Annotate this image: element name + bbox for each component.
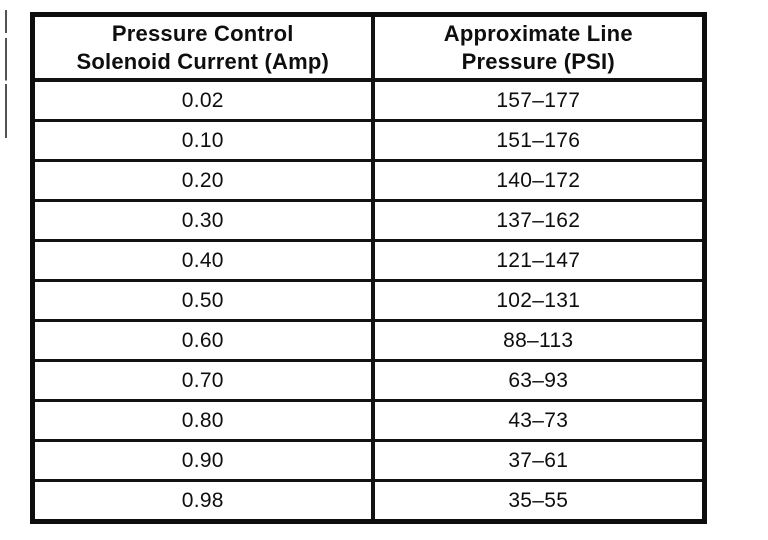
cell-solenoid-current: 0.10 — [30, 119, 375, 162]
cell-solenoid-current: 0.30 — [30, 199, 375, 242]
cell-solenoid-current: 0.02 — [30, 78, 375, 122]
cell-solenoid-current: 0.90 — [30, 439, 375, 482]
table-row: 0.30 137–162 — [30, 199, 706, 242]
table-row: 0.50 102–131 — [30, 279, 706, 322]
table-row: 0.40 121–147 — [30, 239, 706, 282]
cell-line-pressure: 137–162 — [371, 199, 706, 242]
column-header-line-pressure: Approximate Line Pressure (PSI) — [371, 13, 706, 82]
cell-line-pressure: 121–147 — [371, 239, 706, 282]
table-row: 0.60 88–113 — [30, 319, 706, 362]
column-header-solenoid-current: Pressure Control Solenoid Current (Amp) — [30, 13, 375, 82]
cell-line-pressure: 157–177 — [371, 78, 706, 122]
cell-line-pressure: 35–55 — [371, 479, 706, 523]
cell-solenoid-current: 0.70 — [30, 359, 375, 402]
table-row: 0.10 151–176 — [30, 119, 706, 162]
cell-line-pressure: 88–113 — [371, 319, 706, 362]
cell-line-pressure: 63–93 — [371, 359, 706, 402]
cell-solenoid-current: 0.20 — [30, 159, 375, 202]
table-row: 0.80 43–73 — [30, 399, 706, 442]
table-header-row: Pressure Control Solenoid Current (Amp) … — [30, 13, 706, 82]
table-row: 0.90 37–61 — [30, 439, 706, 482]
scan-artifact-line — [5, 10, 7, 138]
pressure-table: Pressure Control Solenoid Current (Amp) … — [30, 12, 707, 524]
table-row: 0.70 63–93 — [30, 359, 706, 402]
cell-line-pressure: 43–73 — [371, 399, 706, 442]
cell-line-pressure: 140–172 — [371, 159, 706, 202]
cell-solenoid-current: 0.60 — [30, 319, 375, 362]
cell-solenoid-current: 0.40 — [30, 239, 375, 282]
table-body: 0.02 157–177 0.10 151–176 0.20 140–172 0.30 137… — [30, 78, 706, 523]
cell-line-pressure: 37–61 — [371, 439, 706, 482]
cell-solenoid-current: 0.80 — [30, 399, 375, 442]
table-row: 0.02 157–177 — [30, 78, 706, 122]
cell-line-pressure: 102–131 — [371, 279, 706, 322]
cell-solenoid-current: 0.50 — [30, 279, 375, 322]
table-row: 0.98 35–55 — [30, 479, 706, 523]
cell-line-pressure: 151–176 — [371, 119, 706, 162]
cell-solenoid-current: 0.98 — [30, 479, 375, 523]
table-row: 0.20 140–172 — [30, 159, 706, 202]
